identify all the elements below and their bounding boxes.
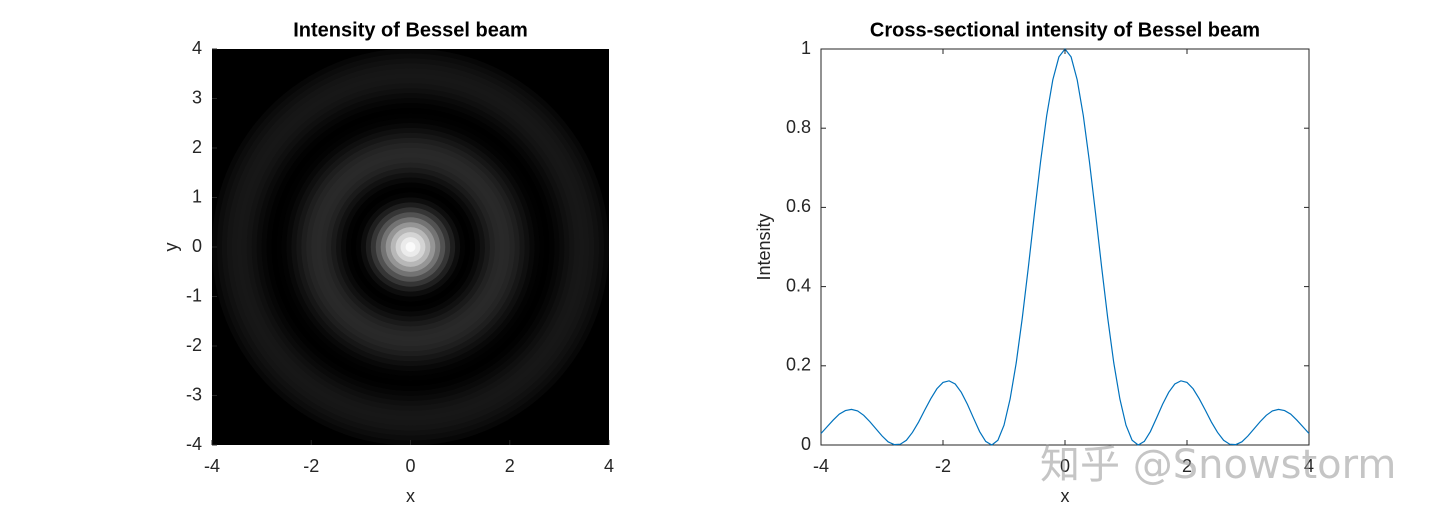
x-tick-label: 0: [1060, 456, 1070, 476]
heatmap: [212, 49, 609, 445]
x-tick-label: -4: [204, 456, 220, 476]
intensity-ring: [405, 242, 416, 252]
y-axis-label: Intensity: [754, 213, 774, 280]
y-tick-label: 0.4: [786, 275, 811, 295]
x-tick-label: -2: [935, 456, 951, 476]
x-axis-label: x: [406, 486, 415, 506]
y-tick-label: 2: [192, 137, 202, 157]
plot-background: [820, 48, 1310, 446]
x-tick-label: 2: [1182, 456, 1192, 476]
y-tick-label: -4: [186, 434, 202, 454]
y-tick-label: 0.2: [786, 355, 811, 375]
x-tick-label: 0: [405, 456, 415, 476]
y-tick-label: 0: [801, 434, 811, 454]
chart-title: Cross-sectional intensity of Bessel beam: [870, 19, 1260, 41]
y-tick-label: -3: [186, 384, 202, 404]
y-tick-label: 4: [192, 38, 202, 58]
x-tick-label: 4: [1304, 456, 1314, 476]
y-tick-label: 1: [192, 186, 202, 206]
y-tick-label: -1: [186, 285, 202, 305]
x-tick-label: 4: [604, 456, 614, 476]
watermark: 知乎 @Snowstorm: [1040, 442, 1396, 488]
x-axis-label: x: [1061, 486, 1070, 506]
y-axis-label: y: [161, 243, 181, 252]
x-tick-label: -2: [303, 456, 319, 476]
y-tick-label: -2: [186, 335, 202, 355]
chart-title: Intensity of Bessel beam: [293, 19, 528, 41]
y-tick-label: 1: [801, 38, 811, 58]
x-tick-label: -4: [813, 456, 829, 476]
y-tick-label: 0.6: [786, 196, 811, 216]
y-tick-label: 3: [192, 87, 202, 107]
y-tick-label: 0: [192, 236, 202, 256]
x-tick-label: 2: [505, 456, 515, 476]
y-tick-label: 0.8: [786, 117, 811, 137]
